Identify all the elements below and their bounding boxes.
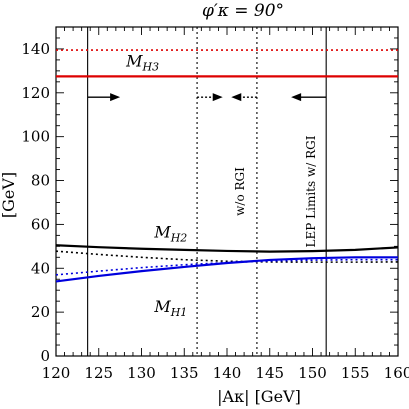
- y-tick-label: 20: [31, 303, 50, 321]
- x-tick-label: 140: [213, 364, 242, 382]
- series-label-m-h3: MH3: [125, 51, 159, 73]
- y-axis-label: [GeV]: [0, 172, 18, 218]
- annotation-0: w/o RGI: [233, 167, 247, 216]
- limit-arrow-head: [231, 93, 242, 102]
- annotation-1: LEP Limits w/ RGI: [304, 135, 318, 247]
- y-tick-label: 120: [21, 84, 50, 102]
- y-tick-label: 40: [31, 259, 50, 277]
- y-tick-label: 80: [31, 172, 50, 190]
- x-tick-label: 120: [42, 364, 71, 382]
- y-tick-label: 60: [31, 215, 50, 233]
- limit-arrow-head: [110, 93, 121, 102]
- y-tick-label: 0: [40, 347, 50, 365]
- chart-title: φ′κ = 90°: [202, 1, 284, 21]
- x-tick-label: 150: [298, 364, 327, 382]
- series-label-m-h2: MH2: [153, 223, 187, 245]
- series-line-m-h2: [55, 244, 399, 253]
- limit-arrow-head: [212, 93, 223, 102]
- y-tick-label: 100: [21, 128, 50, 146]
- x-tick-label: 145: [255, 364, 284, 382]
- y-tick-label: 140: [21, 40, 50, 58]
- x-tick-label: 160: [384, 364, 409, 382]
- x-tick-label: 125: [84, 364, 113, 382]
- x-axis-label: |Aκ| [GeV]: [217, 387, 301, 406]
- x-tick-label: 135: [170, 364, 199, 382]
- x-tick-label: 155: [341, 364, 370, 382]
- series-label-m-h1: MH1: [153, 297, 187, 319]
- series-line-dotted: [55, 258, 398, 276]
- x-tick-label: 130: [127, 364, 156, 382]
- limit-arrow-head: [291, 93, 302, 102]
- series-line-dotted: [55, 250, 399, 263]
